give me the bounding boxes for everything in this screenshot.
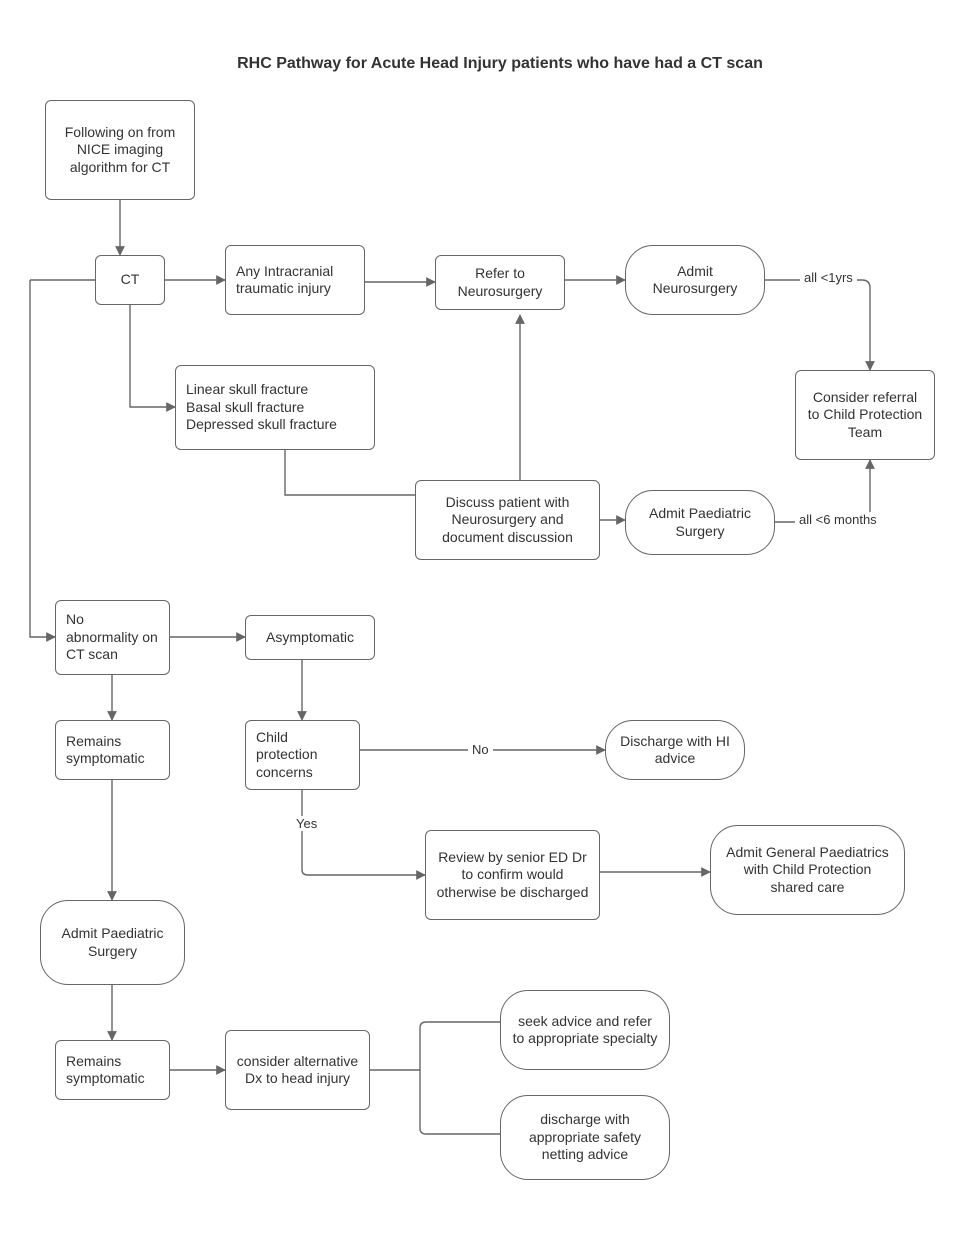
node-seek-advice: seek advice and refer to appropriate spe…: [500, 990, 670, 1070]
node-fractures: Linear skull fracture Basal skull fractu…: [175, 365, 375, 450]
node-remains-symptomatic-1: Remains symptomatic: [55, 720, 170, 780]
node-discharge-hi: Discharge with HI advice: [605, 720, 745, 780]
edge-alt_dx-seek: [370, 1022, 500, 1070]
edge-admit_ns-cpt: [765, 280, 870, 370]
node-no-abnormality: No abnormality on CT scan: [55, 600, 170, 675]
node-admit-general-paeds: Admit General Paediatrics with Child Pro…: [710, 825, 905, 915]
node-refer-neurosurgery: Refer to Neurosurgery: [435, 255, 565, 310]
node-cp-concerns: Child protection concerns: [245, 720, 360, 790]
edge-label-no: No: [468, 742, 493, 757]
node-admit-paed-surgery-2: Admit Paediatric Surgery: [40, 900, 185, 985]
edge-alt_dx-discharge_sn: [420, 1070, 500, 1134]
node-admit-paed-surgery-1: Admit Paediatric Surgery: [625, 490, 775, 555]
node-asymptomatic: Asymptomatic: [245, 615, 375, 660]
edge-ct-no_abn: [30, 280, 55, 637]
edge-label-all-lt-6months: all <6 months: [795, 512, 881, 527]
flowchart-canvas: RHC Pathway for Acute Head Injury patien…: [0, 0, 960, 1243]
node-remains-symptomatic-2: Remains symptomatic: [55, 1040, 170, 1100]
edge-label-all-lt-1yrs: all <1yrs: [800, 270, 857, 285]
edge-cp-review_ed: [302, 790, 425, 875]
edge-ct-fractures: [130, 305, 175, 407]
node-review-ed: Review by senior ED Dr to confirm would …: [425, 830, 600, 920]
node-admit-neurosurgery: Admit Neurosurgery: [625, 245, 765, 315]
node-discuss-neurosurgery: Discuss patient with Neurosurgery and do…: [415, 480, 600, 560]
node-intracranial: Any Intracranial traumatic injury: [225, 245, 365, 315]
edge-fractures-discuss: [285, 450, 415, 495]
node-alt-dx: consider alternative Dx to head injury: [225, 1030, 370, 1110]
page-title: RHC Pathway for Acute Head Injury patien…: [220, 55, 780, 73]
node-child-protection-team: Consider referral to Child Protection Te…: [795, 370, 935, 460]
edge-label-yes: Yes: [292, 816, 321, 831]
node-start: Following on from NICE imaging algorithm…: [45, 100, 195, 200]
node-discharge-safety-netting: discharge with appropriate safety nettin…: [500, 1095, 670, 1180]
node-ct: CT: [95, 255, 165, 305]
